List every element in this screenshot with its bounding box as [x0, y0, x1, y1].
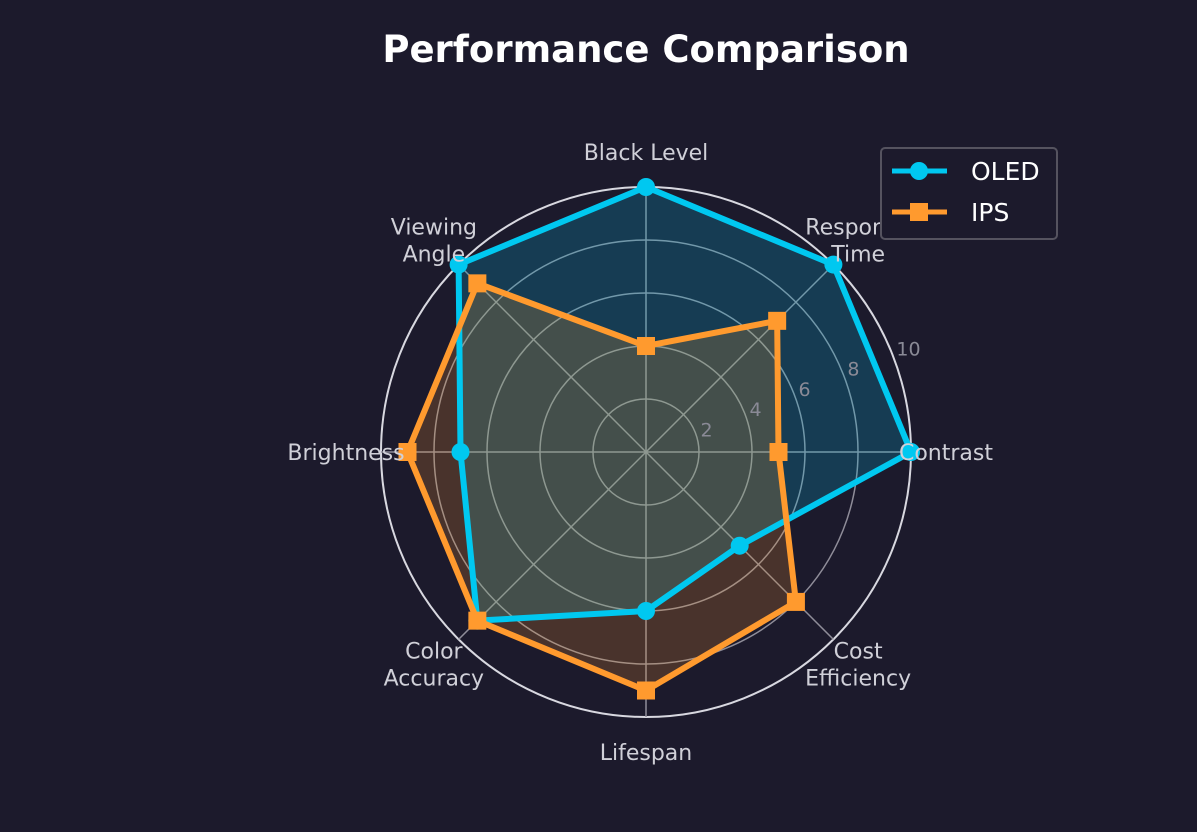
- legend-item-ips: IPS: [892, 198, 1009, 227]
- data-point-ips-cost-efficiency: [786, 592, 805, 611]
- r-tick-label-2: 2: [701, 419, 713, 441]
- data-point-ips-brightness: [398, 443, 417, 461]
- r-tick-label-6: 6: [798, 379, 810, 401]
- data-point-oled-contrast: [902, 443, 920, 461]
- data-point-ips-color-accuracy: [468, 611, 487, 630]
- data-point-ips-black-level: [637, 337, 655, 355]
- axis-label-black-level: Black Level: [584, 141, 709, 166]
- data-point-oled-lifespan: [637, 602, 655, 620]
- spoke-viewing-angle: [458, 264, 647, 453]
- chart-title: Performance Comparison: [382, 28, 910, 71]
- axis-label-brightness: Brightness: [287, 441, 404, 466]
- series-ips: [398, 274, 805, 700]
- axis-label-lifespan: Lifespan: [600, 741, 693, 766]
- spoke-response-time: [645, 264, 834, 453]
- data-point-oled-black-level: [637, 178, 655, 196]
- r-tick-label-4: 4: [749, 399, 761, 421]
- legend-marker-oled: [910, 162, 928, 180]
- data-point-oled-response-time: [824, 255, 843, 274]
- radar-series: [398, 178, 920, 700]
- data-point-oled-brightness: [451, 443, 470, 461]
- series-fill-ips: [407, 283, 796, 691]
- axis-label-color-accuracy: Color Accuracy: [384, 640, 484, 692]
- legend-marker-ips: [910, 203, 928, 221]
- legend: OLED IPS: [880, 147, 1058, 240]
- data-point-oled-viewing-angle: [449, 255, 468, 274]
- legend-label-oled: OLED: [971, 157, 1040, 186]
- data-point-ips-lifespan: [637, 681, 655, 700]
- data-point-ips-contrast: [769, 443, 788, 461]
- r-tick-label-8: 8: [847, 359, 859, 381]
- axis-label-viewing-angle: Viewing Angle: [391, 215, 477, 267]
- spoke-color-accuracy: [458, 451, 647, 640]
- axis-label-contrast: Contrast: [899, 441, 993, 466]
- r-tick-label-10: 10: [896, 338, 920, 360]
- legend-label-ips: IPS: [971, 198, 1009, 227]
- axis-label-cost-efficiency: Cost Efficiency: [805, 640, 911, 692]
- data-point-ips-response-time: [768, 311, 787, 330]
- data-point-oled-cost-efficiency: [730, 536, 749, 555]
- data-point-ips-viewing-angle: [468, 274, 487, 293]
- legend-item-oled: OLED: [892, 157, 1040, 186]
